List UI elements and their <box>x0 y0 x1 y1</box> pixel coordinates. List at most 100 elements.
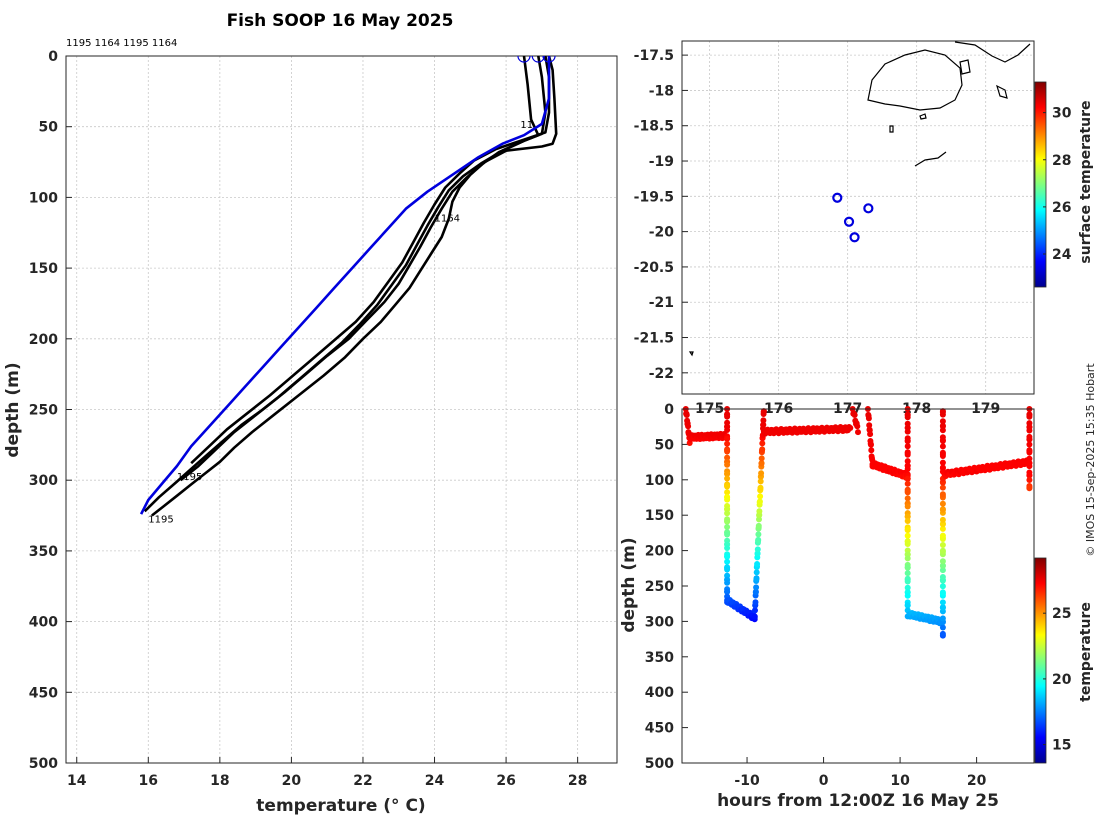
section-data-point <box>724 483 731 490</box>
section-xtick-label: 20 <box>967 773 987 789</box>
section-data-point <box>904 414 911 421</box>
profile-ytick-label: 350 <box>29 544 58 560</box>
section-ytick-label: 400 <box>645 685 674 701</box>
coastline <box>914 151 947 167</box>
section-data-point <box>758 455 765 462</box>
section-data-point <box>904 532 911 539</box>
section-data-point <box>939 630 946 637</box>
section-data-point <box>758 470 765 477</box>
section-data-point <box>752 607 758 614</box>
section-data-point <box>724 545 731 551</box>
map-ytick-label: -19.5 <box>634 189 674 205</box>
surface-marker <box>517 56 531 63</box>
coastline <box>688 351 694 357</box>
section-xtick-label: 10 <box>890 773 910 789</box>
section-ytick-label: 150 <box>645 508 674 524</box>
coastline <box>959 59 971 75</box>
section-data-point <box>724 518 731 525</box>
section-data-point <box>939 422 946 429</box>
map-colorbar-tick-label: 24 <box>1052 247 1072 263</box>
profile-annotation: 11 <box>520 120 533 131</box>
section-data-point <box>1026 449 1033 456</box>
section-ytick-label: 250 <box>645 579 674 595</box>
map-colorbar-label: surface temperature <box>1078 100 1094 263</box>
map-colorbar-tick-label: 30 <box>1052 106 1072 122</box>
section-data-point <box>866 422 873 429</box>
section-ytick-label: 200 <box>645 544 674 560</box>
profile-xtick-label: 20 <box>282 773 302 789</box>
station-marker <box>843 216 855 227</box>
section-data-point <box>1026 413 1033 420</box>
section-data-point <box>904 602 911 609</box>
station-marker <box>863 203 874 214</box>
map-ytick-label: -20 <box>649 225 675 241</box>
section-data-point <box>754 561 761 567</box>
section-data-point <box>759 440 766 447</box>
section-data-point <box>865 415 872 422</box>
section-data-point <box>760 408 767 415</box>
section-data-point <box>724 471 731 477</box>
section-data-point <box>939 491 946 498</box>
section-data-point <box>904 564 911 571</box>
section-data-point <box>683 412 690 418</box>
profile-ytick-label: 250 <box>29 403 58 419</box>
section-data-point <box>724 489 731 496</box>
profile-1-line <box>151 56 558 517</box>
profile-ytick-label: 0 <box>48 49 58 65</box>
map-ytick-label: -18.5 <box>634 119 674 135</box>
profile-ytick-label: 500 <box>29 756 58 772</box>
section-data-point <box>939 459 946 466</box>
section-data-point <box>939 443 946 450</box>
profile-xtick-label: 26 <box>496 773 515 789</box>
section-data-point <box>904 513 911 520</box>
model-profile-line <box>139 56 551 515</box>
coastline <box>889 125 894 133</box>
section-data-point <box>904 438 911 445</box>
section-data-point <box>904 570 911 577</box>
section-data-point <box>724 524 731 530</box>
section-data-point <box>760 417 767 424</box>
section-data-point <box>1026 441 1033 448</box>
section-data-point <box>724 435 731 442</box>
section-data-point <box>939 418 946 425</box>
section-data-point <box>939 574 946 580</box>
map-colorbar-tick-label: 28 <box>1052 153 1071 169</box>
profile-xtick-label: 24 <box>425 773 445 789</box>
section-data-point <box>939 615 946 622</box>
section-colorbar-tick-label: 20 <box>1052 672 1072 688</box>
section-data-point <box>939 562 946 569</box>
coastline <box>996 84 1008 99</box>
section-data-point <box>757 478 764 485</box>
section-data-point <box>939 542 946 548</box>
section-data-point <box>724 558 731 565</box>
section-data-point <box>939 516 946 523</box>
profile-ytick-label: 200 <box>29 332 58 348</box>
section-colorbar-tick-label: 25 <box>1052 606 1071 622</box>
profile-annotation: 1195 <box>148 515 173 526</box>
profile-4-line <box>190 56 551 465</box>
profile-plot-area <box>139 56 558 517</box>
section-data-point <box>756 498 763 505</box>
section-data-point <box>757 493 764 500</box>
section-data-point <box>939 604 946 611</box>
section-data-point <box>755 536 762 543</box>
profile-ytick-label: 300 <box>29 473 58 489</box>
section-ytick-label: 350 <box>645 650 674 666</box>
station-marker <box>832 192 843 203</box>
map-ytick-label: -17.5 <box>634 48 674 64</box>
section-data-point <box>939 464 946 471</box>
section-ytick-label: 50 <box>655 437 675 453</box>
section-data-point <box>939 449 946 456</box>
section-xlabel: hours from 12:00Z 16 May 25 <box>717 791 999 811</box>
section-data-point <box>939 408 946 415</box>
section-data-point <box>939 484 946 491</box>
copyright-notice: © IMOS 15-Sep-2025 15:35 Hobart <box>1084 363 1097 557</box>
profile-ytick-label: 100 <box>29 190 58 206</box>
section-ytick-label: 500 <box>645 756 674 772</box>
coastline <box>867 49 963 111</box>
section-data-point <box>724 588 731 595</box>
station-marker <box>849 232 860 243</box>
section-data-point <box>724 440 731 447</box>
section-data-point <box>752 599 759 606</box>
